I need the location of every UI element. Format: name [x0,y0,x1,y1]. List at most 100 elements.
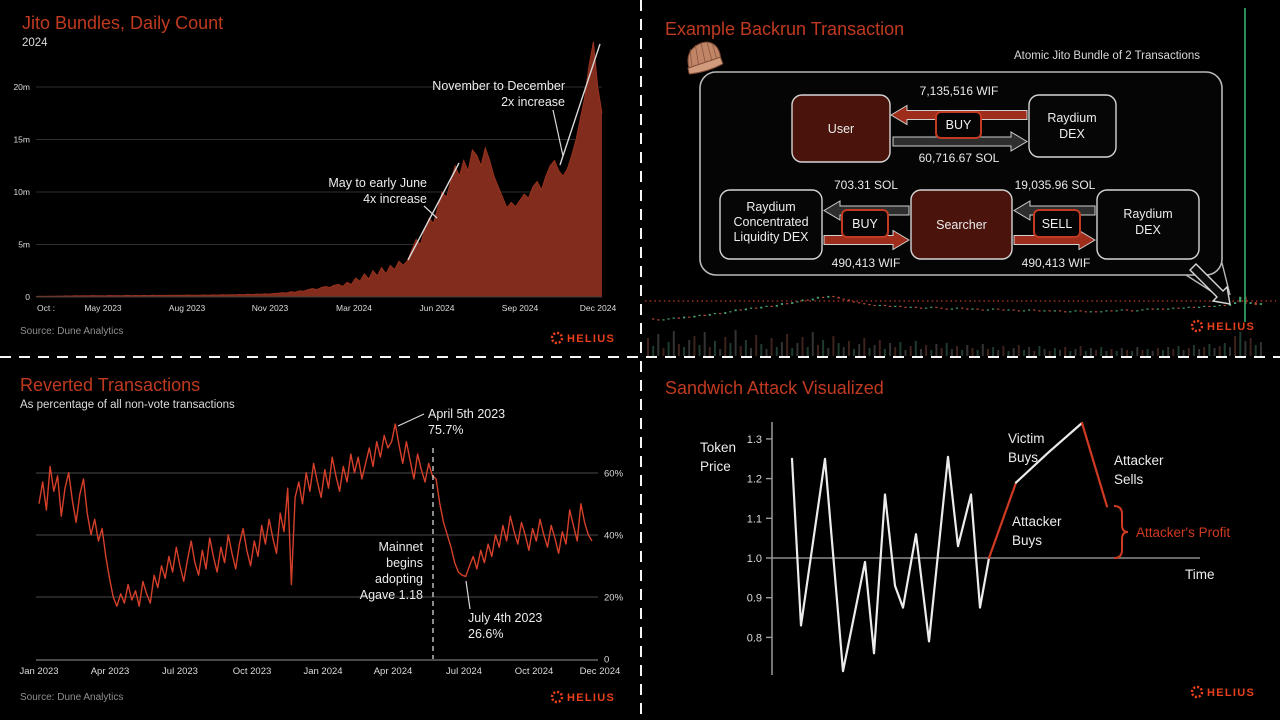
volume-bar [1048,351,1051,356]
volume-bar [1254,345,1257,356]
y-tick-label: 15m [13,135,30,145]
volume-bar [1141,350,1144,356]
volume-bar [894,347,897,356]
volume-bar [909,346,912,356]
volume-bar [863,338,866,356]
dogwif-hat-icon [687,41,724,75]
volume-bar [899,342,902,356]
candle [677,317,680,319]
x-tick-label: Jul 2024 [446,666,482,677]
candle [1028,309,1031,311]
candle [878,304,881,307]
volume-bar [817,345,819,356]
amount-wif-left: 490,413 WIF [832,256,901,270]
candle [883,304,886,307]
candle [1208,305,1211,307]
annotation-mainnet-line1: Mainnet [379,540,424,554]
candle [1161,308,1165,310]
panel-backrun-transaction: Example Backrun Transaction Atomic Jito … [645,8,1276,356]
volume-bar [719,349,722,356]
annotation-mainnet-line2: begins [386,556,423,570]
volume-bar [956,346,958,356]
reverted-title: Reverted Transactions [20,375,200,395]
candle [734,309,737,312]
volume-bar [1167,347,1170,356]
candle [868,304,871,306]
segment-attacker-sells [1080,421,1109,508]
volume-bar [986,349,989,356]
volume-bar [1069,351,1072,356]
candle [914,306,917,308]
amount-sol-right: 19,035.96 SOL [1015,178,1096,192]
y-tick-label: 1.0 [747,553,762,565]
volume-bar [1239,332,1242,356]
candle [1064,311,1067,313]
badge-buy-bottom [841,209,889,238]
candle [1105,310,1108,312]
y-tick-label: 0.8 [747,632,762,644]
amount-sol-left: 703.31 SOL [834,178,898,192]
jito-title: Jito Bundles, Daily Count [22,13,223,33]
candle [683,316,686,319]
candle [1069,311,1072,313]
candle [1234,302,1237,304]
candle [1115,310,1118,312]
jito-x-tick-labels: Oct : May 2023 Aug 2023 Nov 2023 Mar 2024 Jun… [37,303,616,313]
volume-bar [966,345,969,356]
segment-attacker-buys [987,481,1018,560]
amount-sol-top: 60,716.67 SOL [919,151,1000,165]
volume-bar [981,344,984,356]
volume-bar [801,337,804,356]
y-tick-label: 60% [604,469,624,480]
candle [832,295,835,298]
candle [1167,308,1170,310]
candle [827,295,830,298]
candle [749,307,753,309]
jito-annotation-may-june-line1: May to early June [328,176,427,190]
candle [672,317,675,319]
candle [755,307,758,309]
volume-bar [847,341,850,356]
profit-brace-icon [1113,505,1129,559]
candle [1084,311,1087,313]
badge-buy-top-label: BUY [946,118,972,132]
helius-logo: HELIUS [1190,685,1254,699]
candle [775,304,778,307]
candle [1172,307,1175,309]
volume-bar [780,342,783,356]
volume-bar [775,347,778,356]
volume-bar [868,348,871,356]
candle [889,305,892,307]
y-tick-label: 0 [25,292,30,302]
candle [1213,305,1216,307]
candle [1094,311,1098,313]
volume-bar [647,338,649,356]
node-user-label: User [828,122,854,136]
volume-bar [853,349,855,356]
volume-bar [708,347,711,356]
helius-wordmark: HELIUS [1207,321,1255,333]
panel-reverted-transactions: Reverted Transactions As percentage of a… [19,375,624,704]
candle [1177,307,1180,309]
reverted-x-tick-labels: Jan 2023 Apr 2023 Jul 2023 Oct 2023 Jan 2024… [19,666,620,677]
helius-ring-icon [550,690,564,704]
reverted-y-tick-labels: 60% 40% 20% 0 [604,469,624,666]
y-tick-label: 0 [604,655,609,666]
jito-subtitle: 2024 [22,37,48,49]
volume-bar [940,348,943,356]
candle [1146,308,1149,310]
label-attacker-buys-line2: Buys [1012,533,1042,548]
node-raydium-top-line1: Raydium [1047,111,1096,125]
y-tick-label: 20% [604,593,624,604]
april-pointer-line [397,413,425,427]
volume-bar [883,349,886,356]
candle [1198,306,1201,308]
sandwich-y-tick-labels: 1.3 1.2 1.1 1.0 0.9 0.8 [747,434,772,644]
x-axis-label: Time [1185,567,1215,582]
volume-bar [698,345,701,356]
badge-sell [1033,209,1081,238]
backrun-title: Example Backrun Transaction [665,19,904,39]
volume-bar [693,336,696,356]
candle [806,299,809,301]
candle [904,306,907,308]
